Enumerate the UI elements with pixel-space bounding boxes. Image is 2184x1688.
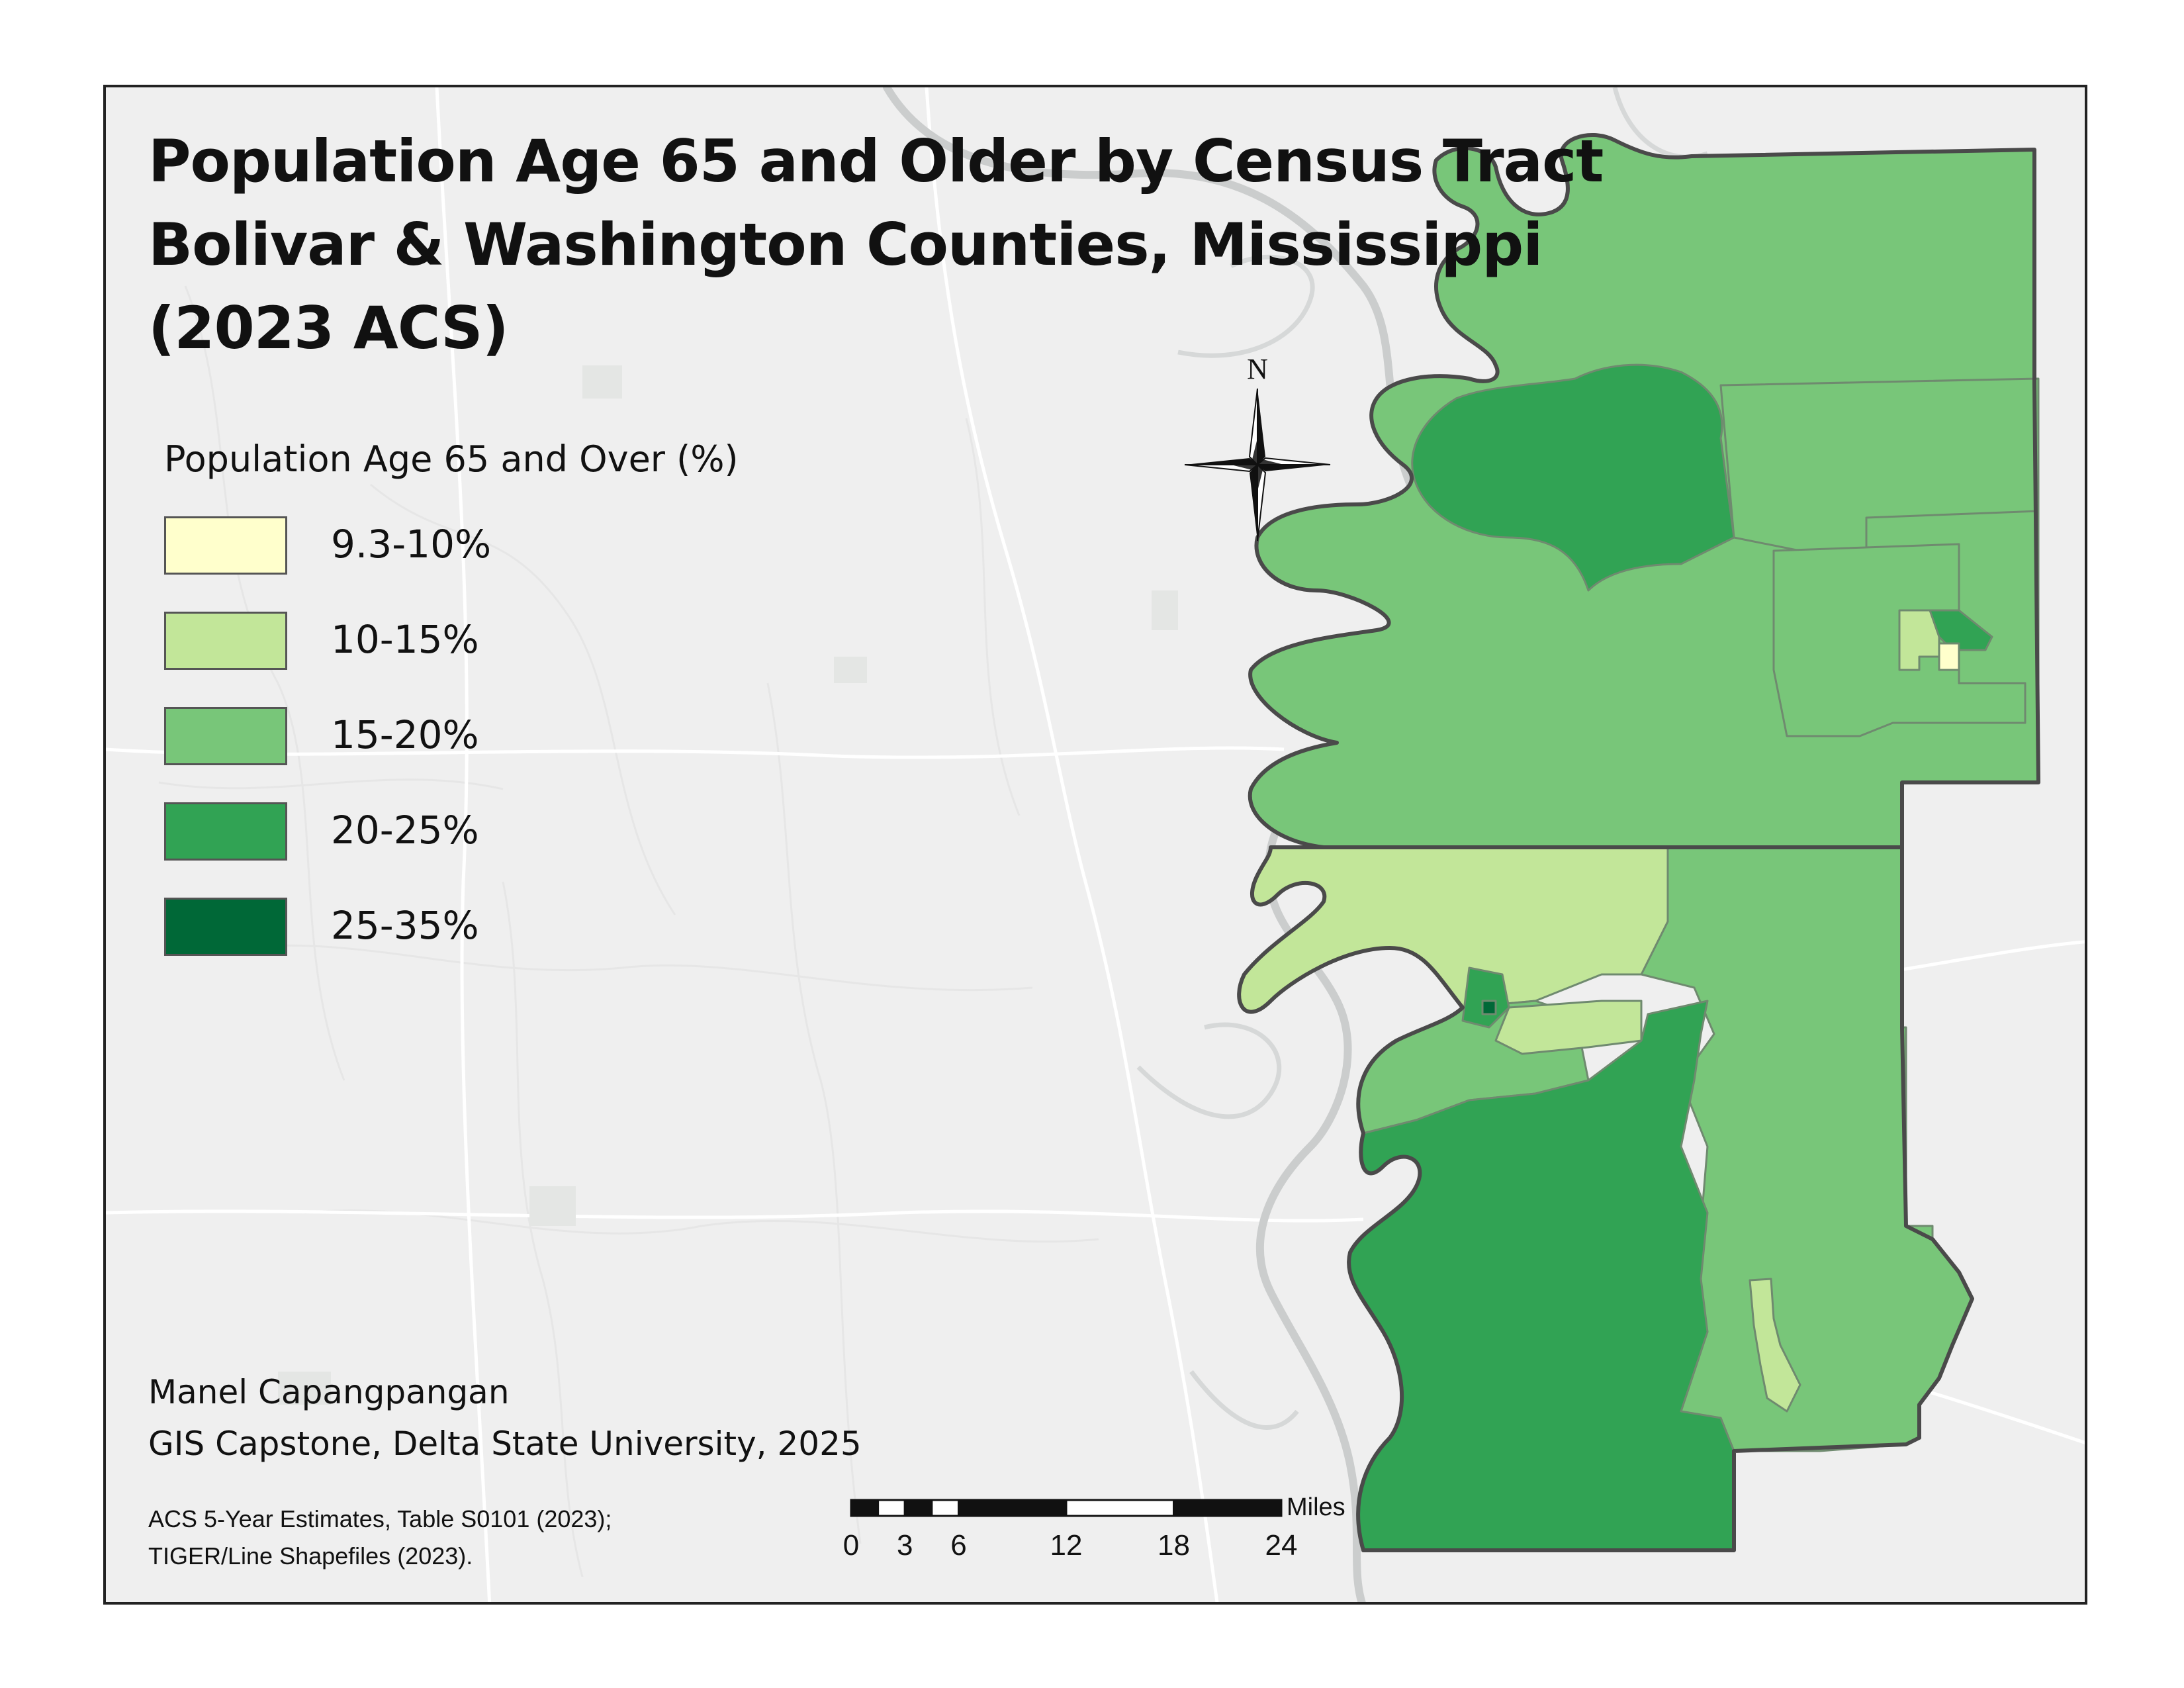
scale-bar: Miles 0 3 6 12 18 24 xyxy=(843,1493,1345,1570)
scale-tick-label: 6 xyxy=(950,1529,967,1562)
legend-swatch-2 xyxy=(164,612,287,670)
scale-segment xyxy=(877,1499,906,1517)
source-line-1: ACS 5-Year Estimates, Table S0101 (2023)… xyxy=(148,1505,612,1532)
major-roads xyxy=(106,87,2085,1602)
map-frame: Population Age 65 and Older by Census Tr… xyxy=(103,85,2087,1605)
washington-county-tracts xyxy=(1238,846,1974,1552)
legend-swatch-5 xyxy=(164,898,287,956)
scale-segment xyxy=(903,1499,933,1517)
census-tract-choropleth xyxy=(1237,133,2040,1552)
tract-cleveland-2[interactable] xyxy=(1929,609,1993,651)
town-footprints xyxy=(278,365,1178,1405)
course-credit: GIS Capstone, Delta State University, 20… xyxy=(148,1425,862,1463)
tract-greenville-center[interactable] xyxy=(1494,1000,1643,1055)
legend-swatch-4 xyxy=(164,802,287,861)
tract-greenville-north[interactable] xyxy=(1461,966,1510,1029)
north-arrow-icon: N xyxy=(1184,353,1331,541)
legend-swatch-3 xyxy=(164,707,287,765)
tract-cleveland-3[interactable] xyxy=(1938,642,1960,671)
tract-bolivar-northeast[interactable] xyxy=(1719,377,2040,552)
tract-greenville-core[interactable] xyxy=(1481,1000,1497,1015)
scale-segment xyxy=(931,1499,960,1517)
legend-swatch-1 xyxy=(164,516,287,575)
legend-title: Population Age 65 and Over (%) xyxy=(164,438,739,480)
bolivar-county-tracts xyxy=(1249,134,2040,849)
scale-unit-label: Miles xyxy=(1287,1493,1345,1521)
scale-segment xyxy=(1173,1499,1283,1517)
scale-bar-graphic xyxy=(850,1499,1283,1517)
north-label: N xyxy=(1247,353,1268,385)
legend-label-5: 25-35% xyxy=(331,903,479,948)
legend-label-1: 9.3-10% xyxy=(331,522,492,567)
scale-segment xyxy=(1065,1499,1175,1517)
map-title-line-1: Population Age 65 and Older by Census Tr… xyxy=(148,127,1604,195)
tract-washington-northwest[interactable] xyxy=(1238,846,1669,1013)
basemap xyxy=(106,87,2085,1602)
scale-tick-label: 18 xyxy=(1158,1529,1190,1562)
county-outlines xyxy=(1237,133,2040,1552)
minor-roads xyxy=(158,285,1099,1577)
legend-label-3: 15-20% xyxy=(331,712,479,757)
source-line-2: TIGER/Line Shapefiles (2023). xyxy=(148,1542,473,1570)
legend-label-4: 20-25% xyxy=(331,808,479,853)
tract-bolivar-center[interactable] xyxy=(1411,363,1735,592)
map-title-line-3: (2023 ACS) xyxy=(148,294,509,362)
scale-tick-label: 0 xyxy=(842,1529,860,1562)
scale-segment xyxy=(958,1499,1068,1517)
legend-label-2: 10-15% xyxy=(331,617,479,662)
map-title-line-2: Bolivar & Washington Counties, Mississip… xyxy=(148,211,1543,279)
scale-segment xyxy=(850,1499,880,1517)
scale-tick-label: 12 xyxy=(1050,1529,1083,1562)
author-credit: Manel Capangpangan xyxy=(148,1373,510,1411)
scale-tick-label: 24 xyxy=(1265,1529,1298,1562)
tract-leland[interactable] xyxy=(1749,1278,1801,1413)
scale-tick-label: 3 xyxy=(897,1529,913,1562)
